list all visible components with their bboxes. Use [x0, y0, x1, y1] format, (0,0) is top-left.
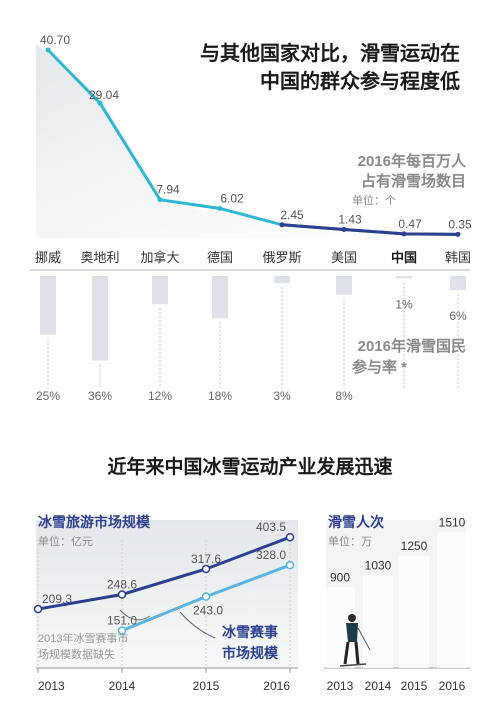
chart2-value-label: 3%	[273, 389, 291, 403]
chart2-value-label: 12%	[148, 389, 172, 403]
chart2-value-label: 6%	[449, 309, 467, 323]
chart1-title-line2: 占有滑雪场数目	[361, 172, 466, 190]
category-label: 俄罗斯	[262, 250, 301, 265]
chart1-point	[45, 47, 51, 53]
chart2-bar	[396, 276, 412, 279]
ski-area-background	[36, 520, 298, 668]
chart1-value-label: 29.04	[89, 88, 119, 102]
chart1-point	[455, 231, 461, 237]
chart2-bar	[152, 276, 168, 305]
annotation-arrow	[119, 609, 151, 621]
chart2-bar	[92, 276, 108, 361]
chart4-title: 滑雪人次	[328, 514, 384, 530]
chart3-point	[201, 592, 211, 601]
chart2-bar	[450, 276, 466, 291]
chart2-value-label: 8%	[335, 389, 353, 403]
chart4-bar	[399, 555, 429, 668]
chart4-unit: 单位：万	[328, 534, 372, 548]
chart3-value-label: 328.0	[256, 548, 286, 562]
chart1-series-line-tail	[281, 223, 459, 236]
chart3-point	[285, 532, 295, 542]
top-title-line1: 与其他国家对比，滑雪运动在	[200, 41, 460, 65]
chart4-bars-group: 900 2013 1030 2014 1250 2015 1510 2016	[324, 516, 470, 693]
chart3-unit: 单位：亿元	[38, 534, 93, 548]
chart1-value-label: 2.45	[280, 208, 304, 222]
chart3-value-label: 403.5	[256, 520, 286, 534]
chart3-point	[117, 626, 127, 635]
category-label: 挪威	[35, 250, 61, 265]
category-label: 德国	[207, 250, 233, 265]
chart2-bar	[40, 276, 56, 335]
chart4-bar	[363, 575, 393, 668]
chart3-x-label: 2014	[109, 679, 136, 693]
chart4-value-label: 900	[330, 570, 350, 584]
chart2-value-label: 36%	[88, 389, 112, 403]
chart3-point	[33, 604, 43, 614]
chart1-point	[341, 226, 347, 232]
chart1-value-label: 7.94	[156, 183, 180, 197]
chart2-bar	[336, 276, 352, 295]
chart3-series2-label-line2: 市场规模	[222, 645, 279, 661]
chart1-point	[217, 205, 223, 211]
chart4-value-label: 1510	[439, 516, 466, 530]
chart3-point	[285, 560, 295, 570]
chart1-x-labels: 挪威 奥地利 加拿大 德国 俄罗斯 美国 中国 韩国	[35, 250, 471, 265]
series2-arrow	[179, 611, 216, 639]
chart3-value-label: 317.6	[191, 552, 221, 566]
chart3-series-line	[37, 535, 291, 611]
chart3-series2-label-line1: 冰雪赛事	[222, 624, 278, 640]
chart3-value-label: 248.6	[107, 578, 137, 592]
chart2-title-line2: 参与率 *	[352, 358, 407, 376]
chart3-line-group: 2013 2014 2015 2016 209.3 248.6 317.6 403.5 151.…	[33, 520, 298, 693]
chart3-x-label: 2016	[263, 679, 290, 693]
chart4-value-label: 1030	[365, 559, 392, 573]
chart3-annotation-line1: 2013年冰雪赛事市	[38, 631, 128, 645]
chart1-value-label: 40.70	[40, 33, 70, 47]
chart4-x-label: 2014	[365, 679, 392, 693]
chart4-value-label: 1250	[401, 539, 428, 553]
skier-figure	[339, 614, 371, 667]
category-label: 奥地利	[80, 250, 119, 265]
chart1-unit: 单位：个	[352, 193, 396, 207]
chart4-x-label: 2013	[327, 679, 354, 693]
chart2-value-label: 18%	[208, 389, 232, 403]
chart1-value-label: 0.35	[448, 217, 472, 231]
chart1-title-line1: 2016年每百万人	[358, 152, 467, 170]
chart3-x-label: 2015	[193, 679, 220, 693]
chart4-x-label: 2016	[439, 679, 466, 693]
chart1-point	[279, 222, 285, 228]
category-label: 美国	[331, 250, 357, 265]
chart2-bars-group: 25% 36% 12% 18% 3% 8% 1% 6%	[36, 276, 467, 403]
chart1-line-group: 40.70 29.04 7.94 6.02 2.45 1.43 0.47 0.35	[40, 33, 472, 237]
category-label: 中国	[391, 250, 417, 265]
chart3-x-label: 2013	[38, 679, 65, 693]
bottom-title: 近年来中国冰雪运动产业发展迅速	[107, 455, 392, 478]
chart1-value-label: 1.43	[338, 212, 362, 226]
chart2-value-label: 1%	[395, 297, 413, 311]
chart1-value-label: 6.02	[220, 191, 244, 205]
chart1-point	[157, 197, 163, 203]
category-label: 加拿大	[140, 250, 179, 265]
chart4-x-label: 2015	[401, 679, 428, 693]
chart3-value-label: 243.0	[193, 604, 223, 618]
top-title-line2: 中国的群众参与程度低	[260, 69, 460, 93]
chart2-title-line1: 2016年滑雪国民	[358, 337, 466, 355]
chart3-point	[117, 590, 127, 599]
chart3-annotation-line2: 场规模数据缺失	[38, 647, 115, 661]
chart2-bar	[212, 276, 228, 319]
chart1-value-label: 0.47	[398, 217, 422, 231]
chart1-point	[97, 100, 103, 106]
chart3-title: 冰雪旅游市场规模	[38, 514, 151, 530]
category-label: 韩国	[445, 250, 471, 265]
snow-slope-background	[36, 44, 480, 238]
chart3-value-label: 151.0	[107, 614, 137, 628]
chart4-bar	[437, 532, 467, 668]
chart2-bar	[274, 276, 290, 284]
chart3-point	[201, 564, 211, 574]
chart2-value-label: 25%	[36, 389, 60, 403]
chart1-point	[401, 231, 407, 237]
chart3-value-label: 209.3	[42, 592, 72, 606]
